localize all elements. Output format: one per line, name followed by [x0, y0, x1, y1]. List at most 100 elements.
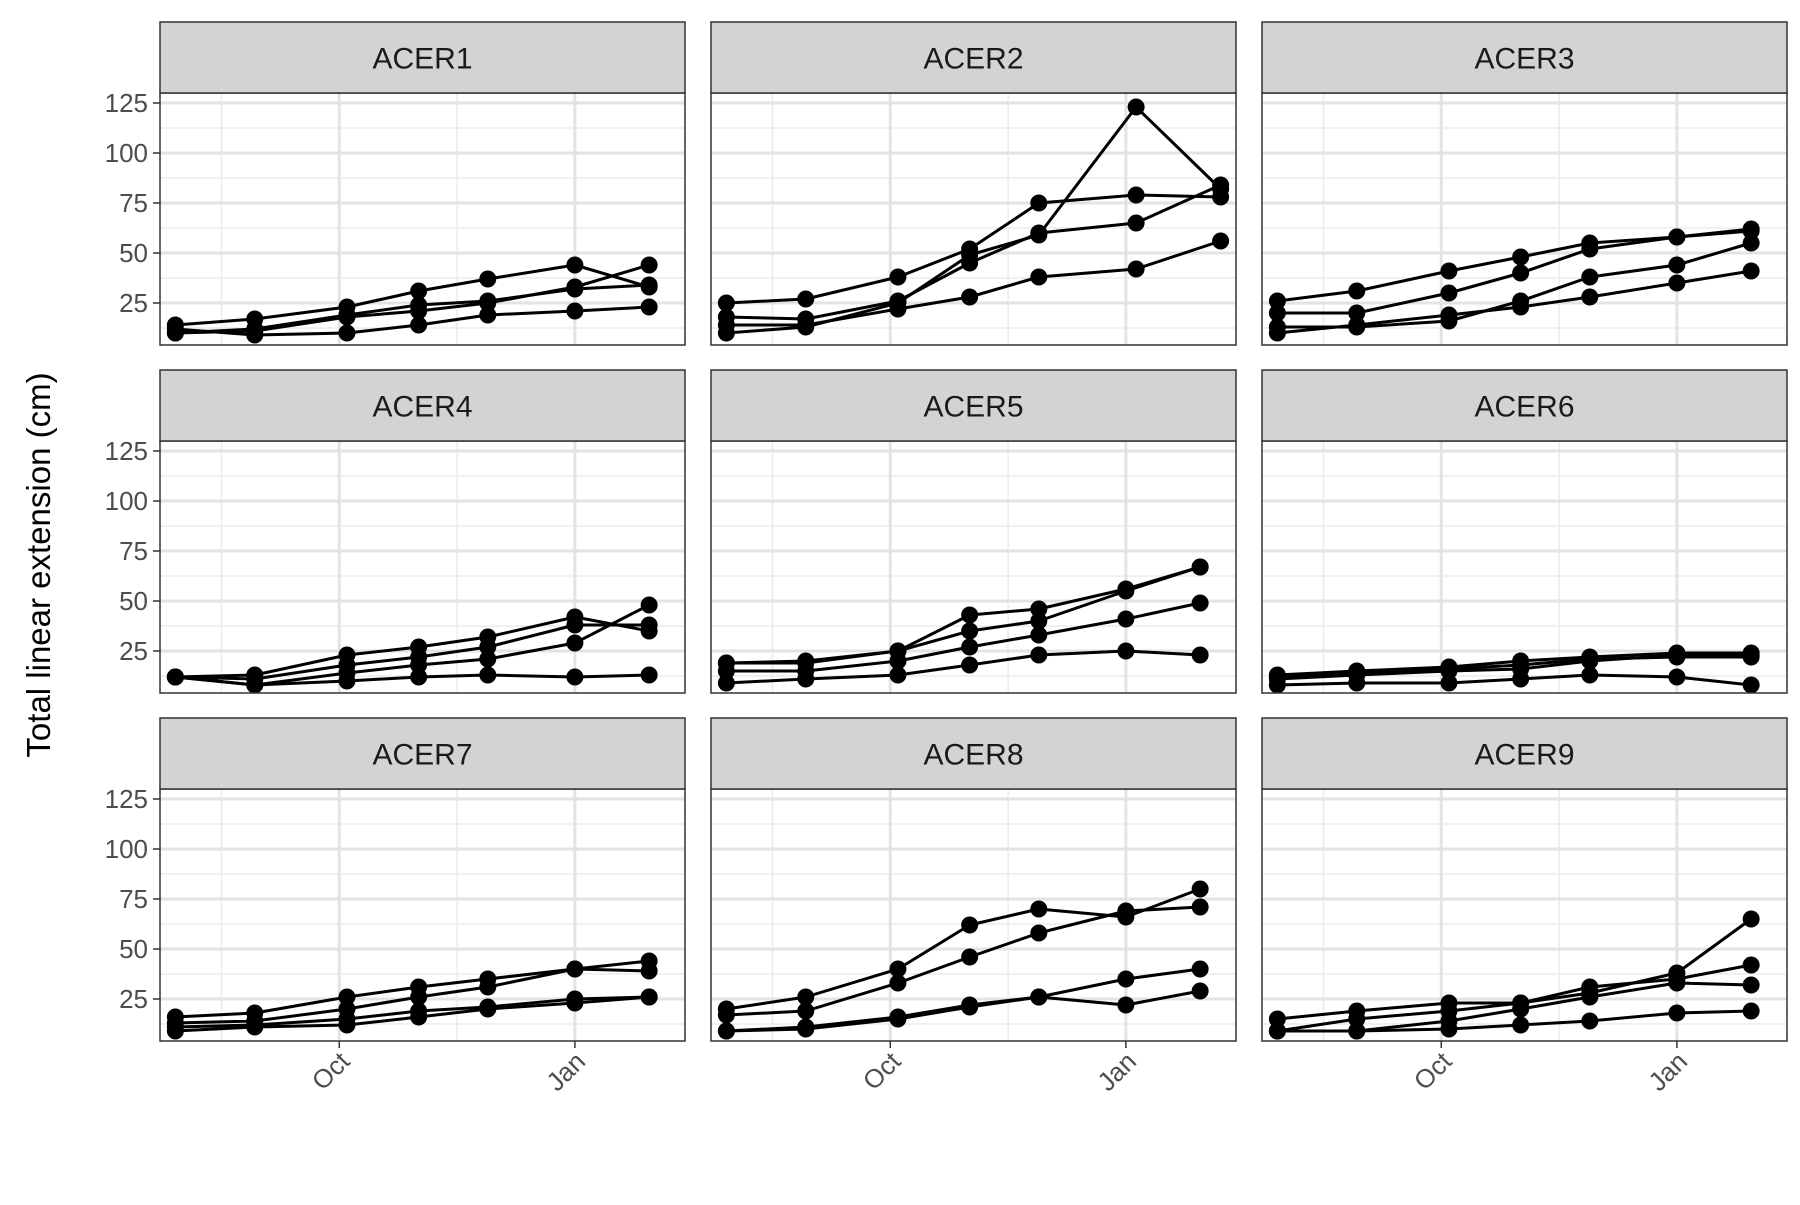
panel-background — [711, 441, 1236, 693]
facet-strip — [710, 21, 1237, 94]
data-point — [566, 278, 584, 296]
data-point — [961, 998, 979, 1016]
data-point — [1581, 988, 1599, 1006]
data-point — [1742, 262, 1760, 280]
data-point — [1742, 676, 1760, 694]
data-point — [1117, 642, 1135, 660]
data-point — [1030, 988, 1048, 1006]
data-point — [961, 656, 979, 674]
data-point — [1127, 98, 1145, 116]
facet-strip-label: ACER3 — [1474, 43, 1574, 76]
facet-strip — [159, 369, 686, 442]
facet-strip-label: ACER6 — [1474, 391, 1574, 424]
y-tick-label: 50 — [119, 934, 148, 964]
data-point — [889, 1010, 907, 1028]
x-tick-label: Jan — [540, 1046, 591, 1097]
x-tick-label: Oct — [306, 1045, 356, 1095]
data-point — [1742, 646, 1760, 664]
data-point — [1440, 284, 1458, 302]
data-point — [479, 1000, 497, 1018]
facet-strip-label: ACER1 — [372, 43, 472, 76]
data-point — [479, 638, 497, 656]
data-point — [1268, 292, 1286, 310]
data-point — [410, 668, 428, 686]
data-point — [1117, 902, 1135, 920]
y-tick-label: 75 — [119, 188, 148, 218]
data-point — [1512, 264, 1530, 282]
data-point — [961, 622, 979, 640]
data-point — [889, 974, 907, 992]
facet-strip — [159, 717, 686, 790]
data-point — [797, 670, 815, 688]
data-point — [410, 282, 428, 300]
data-point — [566, 634, 584, 652]
facet-panel-acer1: ACER1 25 50 75 100 125 — [105, 21, 686, 346]
panel-background — [711, 93, 1236, 345]
data-point — [797, 290, 815, 308]
data-point — [1668, 974, 1686, 992]
data-point — [640, 666, 658, 684]
data-point — [1440, 674, 1458, 692]
data-point — [479, 978, 497, 996]
data-point — [479, 666, 497, 684]
data-point — [1117, 610, 1135, 628]
data-point — [1668, 256, 1686, 274]
y-tick-label: 100 — [105, 834, 148, 864]
data-point — [1581, 288, 1599, 306]
data-point — [640, 298, 658, 316]
data-point — [166, 1022, 184, 1040]
data-point — [479, 650, 497, 668]
facet-strip-label: ACER4 — [372, 391, 472, 424]
data-point — [797, 1020, 815, 1038]
data-point — [640, 962, 658, 980]
data-point — [479, 306, 497, 324]
data-point — [1127, 260, 1145, 278]
data-point — [717, 324, 735, 342]
y-tick-label: 75 — [119, 536, 148, 566]
data-point — [410, 302, 428, 320]
facet-strip-label: ACER7 — [372, 739, 472, 772]
data-point — [961, 606, 979, 624]
y-tick-label: 50 — [119, 586, 148, 616]
data-point — [889, 652, 907, 670]
data-point — [1581, 268, 1599, 286]
data-point — [1030, 226, 1048, 244]
data-point — [889, 666, 907, 684]
data-point — [1191, 880, 1209, 898]
data-point — [961, 916, 979, 934]
data-point — [889, 294, 907, 312]
facet-strip — [1261, 369, 1788, 442]
data-point — [479, 294, 497, 312]
data-point — [640, 616, 658, 634]
data-point — [1117, 970, 1135, 988]
data-point — [1268, 324, 1286, 342]
data-point — [1742, 234, 1760, 252]
data-point — [797, 1002, 815, 1020]
y-tick-label: 100 — [105, 486, 148, 516]
data-point — [1742, 910, 1760, 928]
data-point — [1742, 956, 1760, 974]
data-point — [1117, 996, 1135, 1014]
data-point — [1191, 646, 1209, 664]
data-point — [1581, 652, 1599, 670]
data-point — [479, 270, 497, 288]
y-tick-label: 125 — [105, 88, 148, 118]
data-point — [338, 324, 356, 342]
facet-panel-acer3: ACER3 — [1261, 21, 1788, 346]
data-point — [717, 674, 735, 692]
facet-panels: ACER1 25 50 75 100 125 ACER2 ACER3 ACER4 25 50 75 10… — [105, 21, 1788, 1097]
data-point — [1348, 1022, 1366, 1040]
x-tick-label: Oct — [1408, 1045, 1458, 1095]
facet-strip-label: ACER5 — [923, 391, 1023, 424]
data-point — [1212, 180, 1230, 198]
data-point — [246, 1018, 264, 1036]
data-point — [1268, 1022, 1286, 1040]
data-point — [1348, 282, 1366, 300]
data-point — [566, 302, 584, 320]
facet-panel-acer6: ACER6 — [1261, 369, 1788, 694]
data-point — [889, 960, 907, 978]
data-point — [1191, 898, 1209, 916]
data-point — [338, 1016, 356, 1034]
data-point — [1440, 262, 1458, 280]
facet-panel-acer9: ACER9 Oct Jan — [1261, 717, 1788, 1097]
